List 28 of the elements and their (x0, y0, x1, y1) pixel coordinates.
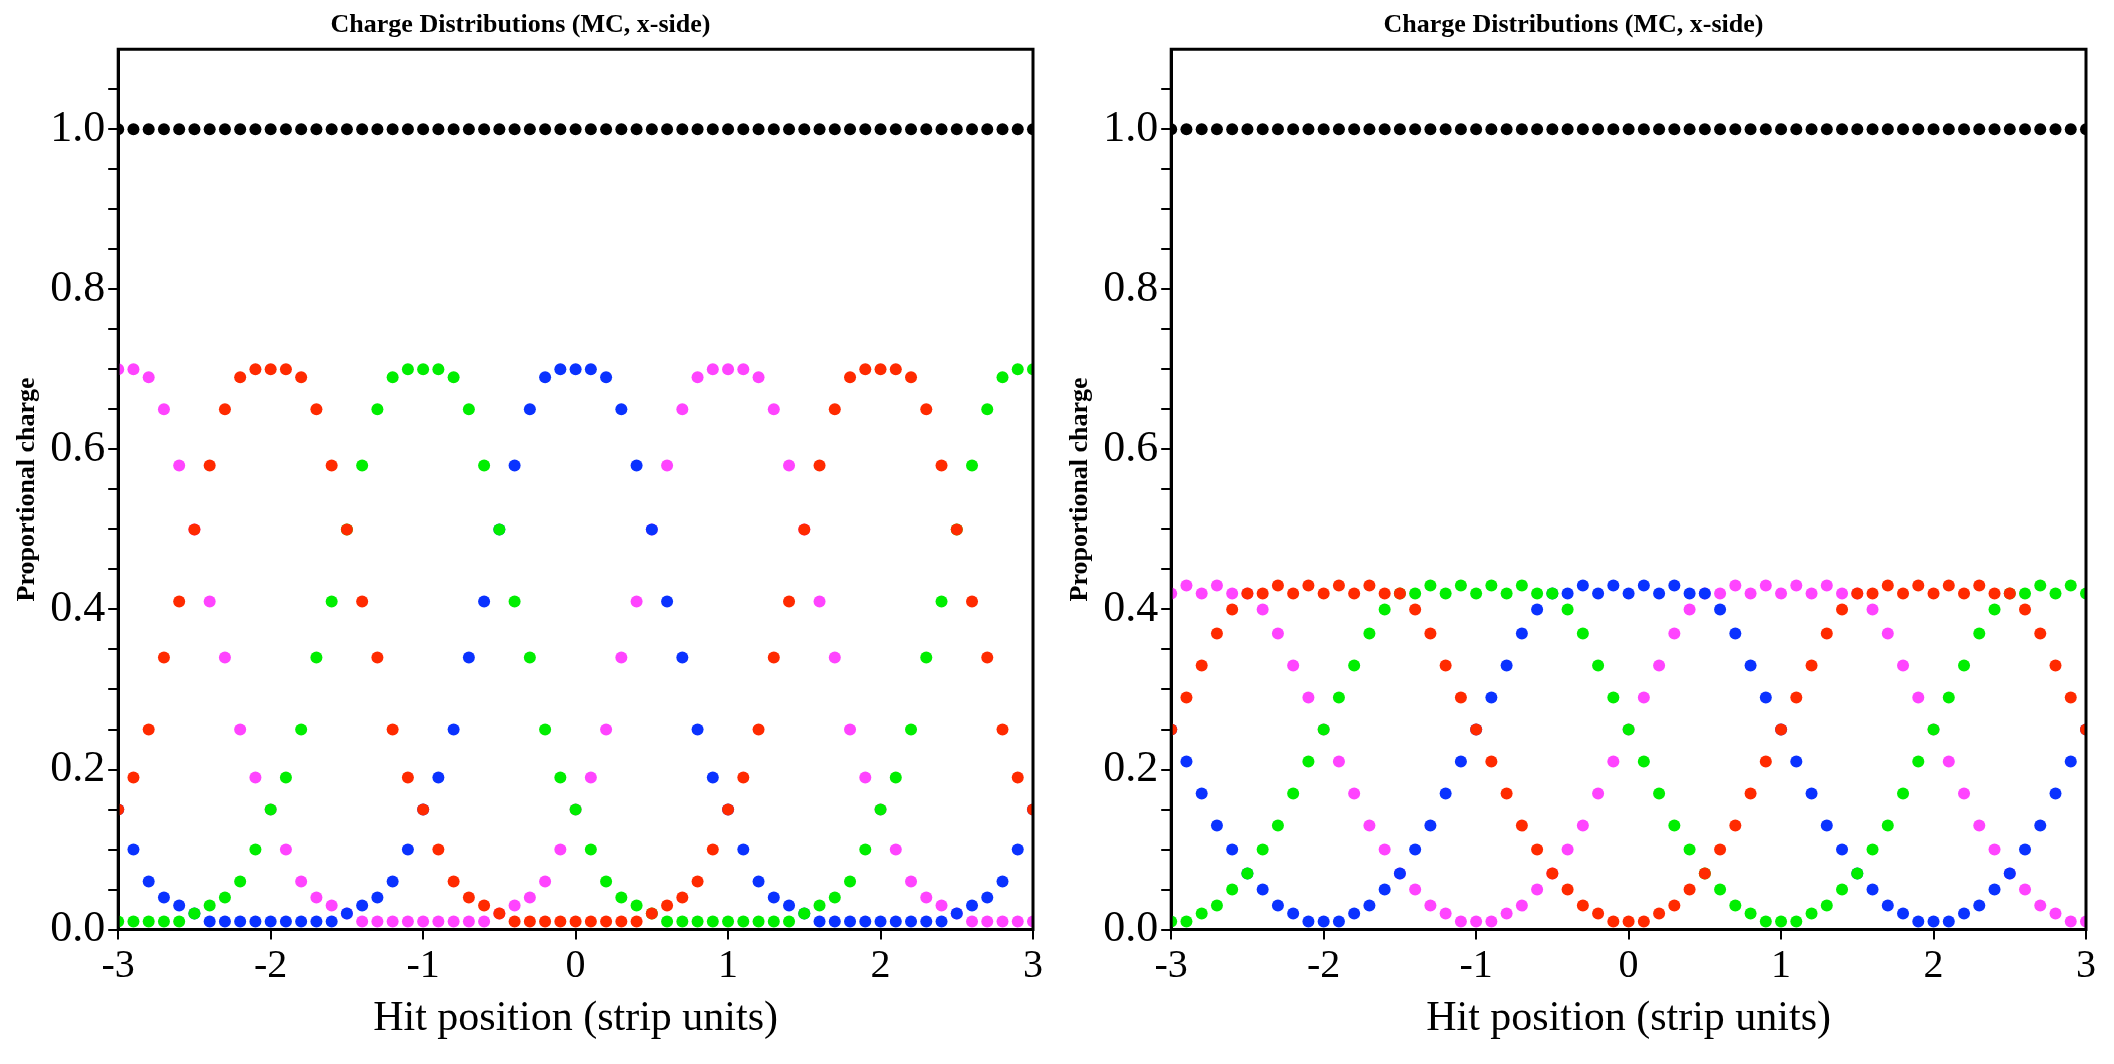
x-tick-label: 2 (1923, 941, 1944, 987)
x-axis-title: Hit position (strip units) (373, 992, 779, 1040)
y-axis-title: Proportional charge (11, 377, 41, 602)
x-tick-label: 1 (1771, 941, 1792, 987)
y-tick-label: 0.2 (1103, 742, 1159, 792)
x-axis-title: Hit position (strip units) (1426, 992, 1832, 1040)
y-tick-label: 1.0 (50, 101, 106, 151)
chart-title: Charge Distributions (MC, x-side) (330, 9, 711, 39)
x-tick-label: 0 (565, 941, 586, 987)
y-tick-label: 0.6 (50, 421, 106, 471)
y-tick-label: 0.4 (50, 582, 106, 632)
x-tick-label: -2 (1307, 941, 1341, 987)
y-tick-label: 0.2 (50, 742, 106, 792)
x-tick-label: 0 (1618, 941, 1639, 987)
x-tick-label: 3 (1023, 941, 1043, 987)
chart-title: Charge Distributions (MC, x-side) (1383, 9, 1764, 39)
x-tick-label: 1 (718, 941, 739, 987)
y-axis-title: Proportional charge (1064, 377, 1094, 602)
x-tick-label: -2 (254, 941, 288, 987)
x-tick-label: 2 (870, 941, 891, 987)
x-tick-label: -1 (406, 941, 440, 987)
y-tick-label: 0.6 (1103, 421, 1159, 471)
x-tick-label: 3 (2076, 941, 2096, 987)
y-tick-label: 0.8 (1103, 261, 1159, 311)
y-tick-label: 0.8 (50, 261, 106, 311)
y-tick-label: 0.4 (1103, 582, 1159, 632)
y-tick-label: 1.0 (1103, 101, 1159, 151)
x-tick-label: -1 (1459, 941, 1493, 987)
